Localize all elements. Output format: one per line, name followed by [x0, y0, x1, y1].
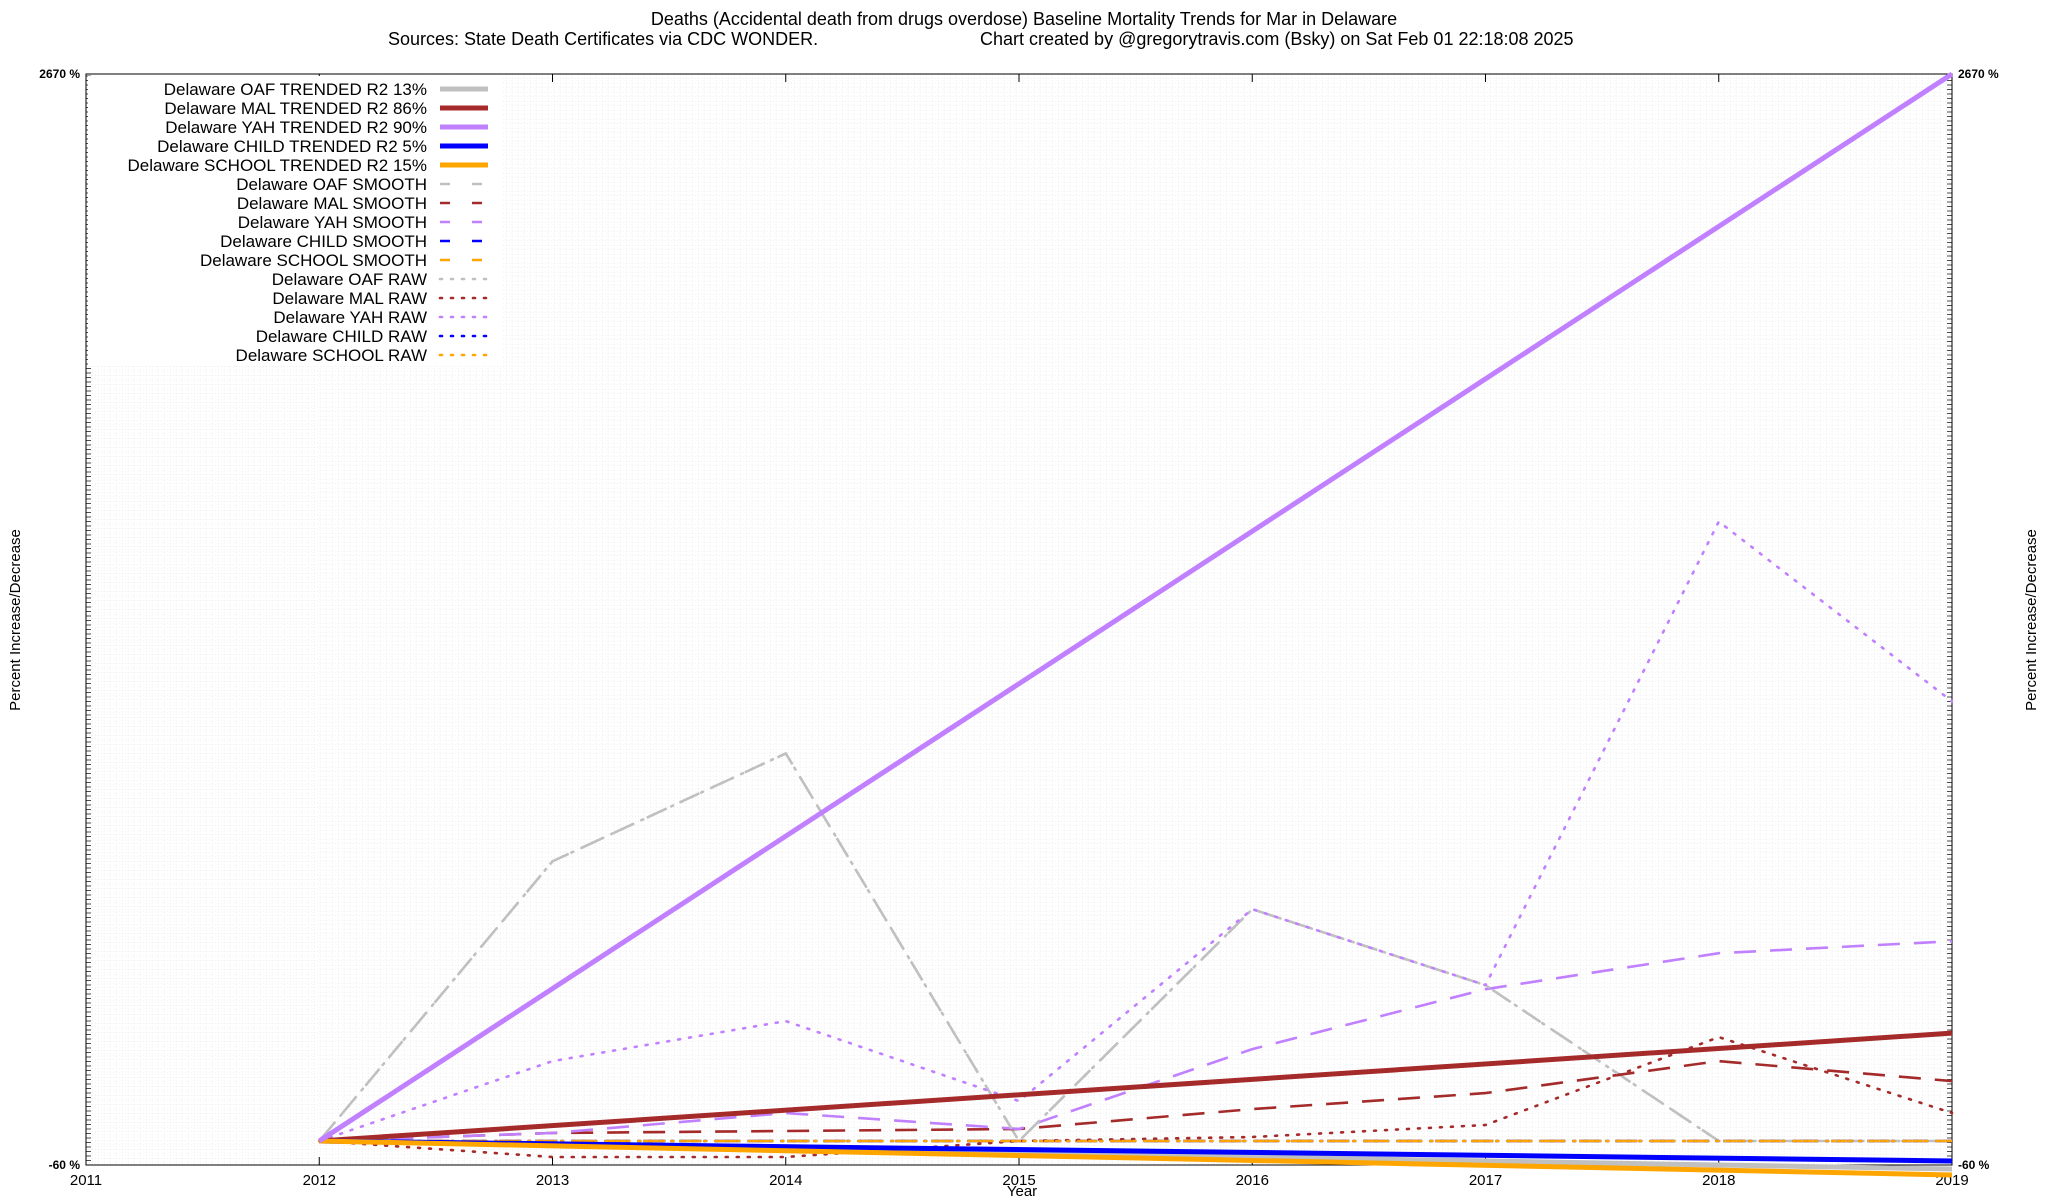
y-tick-label-right: -60 %: [1958, 1158, 1990, 1172]
y-tick-label-left: -60 %: [49, 1158, 81, 1172]
x-tick-label: 2016: [1236, 1172, 1269, 1189]
legend-label: Delaware OAF RAW: [272, 270, 427, 289]
y-axis-label: Percent Increase/Decrease: [7, 529, 24, 711]
legend-label: Delaware MAL SMOOTH: [237, 194, 427, 213]
series-line-delaware-yah-smooth: [319, 939, 1953, 1143]
x-tick-label: 2014: [769, 1172, 802, 1189]
legend-label: Delaware YAH TRENDED R2 90%: [165, 118, 427, 137]
chart-subtitle-source: Sources: State Death Certificates via CD…: [388, 29, 818, 49]
legend-label: Delaware CHILD SMOOTH: [220, 232, 427, 251]
legend-label: Delaware YAH RAW: [273, 308, 427, 327]
x-tick-label: 2012: [303, 1172, 336, 1189]
x-tick-label: 2013: [536, 1172, 569, 1189]
chart-subtitle-credit: Chart created by @gregorytravis.com (Bsk…: [980, 29, 1574, 49]
series-line-delaware-mal-smooth: [319, 1059, 1953, 1143]
x-axis-label: Year: [1007, 1183, 1037, 1200]
legend-label: Delaware SCHOOL TRENDED R2 15%: [128, 156, 427, 175]
y-tick-label-right: 2670 %: [1958, 67, 1999, 81]
y-ticks: 2670 % 2670 % -60 % -60 %: [39, 67, 1999, 1172]
y-axis-label-right: Percent Increase/Decrease: [2023, 529, 2040, 711]
series-line-delaware-mal-raw: [317, 1035, 1954, 1159]
series-layer: [317, 71, 1954, 1178]
legend-label: Delaware OAF TRENDED R2 13%: [164, 80, 427, 99]
x-tick-label: 2018: [1702, 1172, 1735, 1189]
series-line-delaware-mal-trended-r2-86: [319, 1030, 1953, 1144]
grid: [85, 73, 1953, 1165]
legend-label: Delaware OAF SMOOTH: [236, 175, 427, 194]
y-tick-label-left: 2670 %: [39, 67, 80, 81]
legend-label: Delaware CHILD RAW: [256, 327, 427, 346]
legend-label: Delaware SCHOOL SMOOTH: [200, 251, 427, 270]
series-line-delaware-yah-trended-r2-90: [317, 71, 1954, 1144]
series-line-delaware-oaf-raw: [317, 752, 1954, 1143]
legend: Delaware OAF TRENDED R2 13%Delaware MAL …: [88, 76, 503, 366]
legend-label: Delaware SCHOOL RAW: [236, 346, 427, 365]
series-line-delaware-yah-raw: [317, 520, 1954, 1143]
chart-title: Deaths (Accidental death from drugs over…: [651, 9, 1397, 29]
legend-background: [88, 76, 503, 366]
x-tick-label: 2011: [70, 1172, 102, 1189]
legend-label: Delaware CHILD TRENDED R2 5%: [157, 137, 427, 156]
series-line-delaware-school-trended-r2-15: [319, 1138, 1953, 1178]
x-tick-label: 2015: [1002, 1172, 1035, 1189]
legend-label: Delaware MAL TRENDED R2 86%: [164, 99, 427, 118]
legend-label: Delaware MAL RAW: [272, 289, 427, 308]
legend-label: Delaware YAH SMOOTH: [238, 213, 427, 232]
series-line-delaware-oaf-smooth: [318, 752, 1952, 1143]
x-tick-label: 2017: [1469, 1172, 1502, 1189]
x-ticks: 2011 2012 2013 2014 2015 2016 2017 2018 2019: [70, 74, 1969, 1189]
